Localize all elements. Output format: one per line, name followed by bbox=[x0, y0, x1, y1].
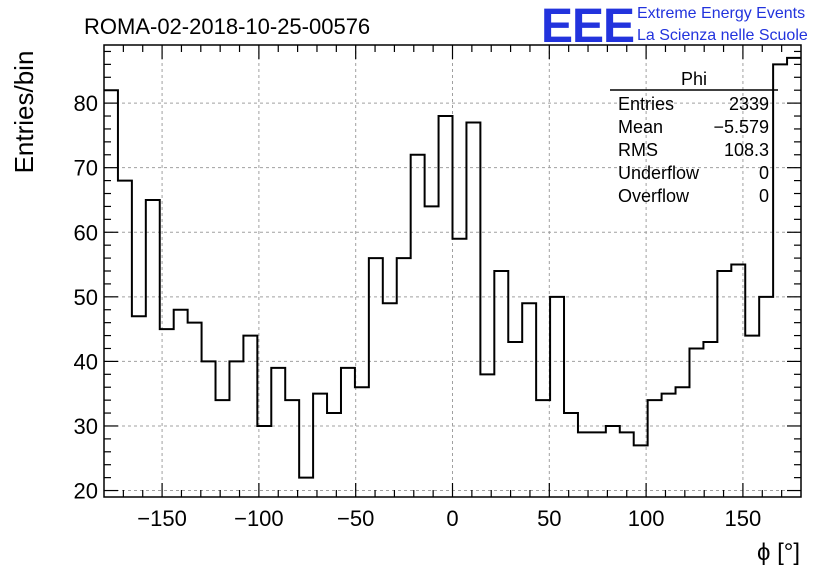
histogram-bin bbox=[104, 90, 118, 497]
histogram-bin bbox=[592, 432, 606, 497]
histogram-bin bbox=[188, 323, 202, 497]
x-tick-label: −50 bbox=[337, 506, 374, 531]
histogram-bin bbox=[564, 413, 578, 497]
x-axis-label: ϕ [°] bbox=[757, 539, 800, 566]
x-tick-label: 50 bbox=[537, 506, 561, 531]
histogram-bin bbox=[466, 122, 480, 497]
histogram-bin bbox=[508, 342, 522, 497]
y-tick-label: 50 bbox=[74, 285, 98, 310]
histogram-bin bbox=[773, 64, 787, 497]
histogram-bin bbox=[216, 400, 230, 497]
histogram-bin bbox=[703, 342, 717, 497]
x-tick-label: 0 bbox=[446, 506, 458, 531]
y-tick-label: 30 bbox=[74, 414, 98, 439]
histogram-bin bbox=[411, 155, 425, 497]
histogram-bin bbox=[536, 400, 550, 497]
histogram-bin bbox=[480, 374, 494, 497]
histogram-bin bbox=[243, 336, 257, 497]
y-tick-label: 70 bbox=[74, 156, 98, 181]
y-tick-label: 20 bbox=[74, 479, 98, 504]
stats-label: Entries bbox=[618, 94, 674, 114]
histogram-bin bbox=[759, 297, 773, 497]
y-tick-label: 40 bbox=[74, 349, 98, 374]
histogram-bin bbox=[606, 426, 620, 497]
logo-line-2: La Scienza nelle Scuole bbox=[637, 27, 808, 44]
histogram-bin bbox=[494, 271, 508, 497]
stats-value: −5.579 bbox=[713, 117, 769, 137]
stats-label: RMS bbox=[618, 140, 658, 160]
histogram-line bbox=[104, 56, 801, 479]
histogram-bin bbox=[717, 271, 731, 497]
histogram-bin bbox=[174, 310, 188, 497]
histogram-bin bbox=[341, 368, 355, 497]
histogram-bin bbox=[550, 297, 564, 497]
histogram-bin bbox=[662, 394, 676, 497]
histogram-bin bbox=[453, 239, 467, 497]
logo-mark: EEE bbox=[541, 0, 634, 53]
histogram-bin bbox=[118, 181, 132, 497]
stats-label: Overflow bbox=[618, 186, 690, 206]
histogram-bin bbox=[369, 258, 383, 497]
axes bbox=[103, 44, 802, 498]
histogram-bin bbox=[327, 413, 341, 497]
logo-line-1: Extreme Energy Events bbox=[637, 5, 805, 22]
stats-box: Phi Entries 2339 Mean −5.579 RMS 108.3 Underfl… bbox=[610, 69, 778, 206]
histogram-bin bbox=[731, 265, 745, 497]
stats-label: Mean bbox=[618, 117, 663, 137]
histogram-bin bbox=[229, 361, 243, 497]
x-tick-label: −150 bbox=[137, 506, 187, 531]
histogram-bin bbox=[578, 432, 592, 497]
histogram-bin bbox=[648, 400, 662, 497]
x-tick-label: 150 bbox=[725, 506, 762, 531]
histogram-bin bbox=[439, 116, 453, 497]
histogram-bin bbox=[271, 368, 285, 497]
stats-title: Phi bbox=[681, 69, 707, 89]
eee-logo: EEE Extreme Energy Events La Scienza nel… bbox=[541, 0, 808, 53]
histogram-bin bbox=[689, 348, 703, 497]
stats-value: 0 bbox=[759, 163, 769, 183]
histogram-bin bbox=[397, 258, 411, 497]
y-tick-label: 80 bbox=[74, 91, 98, 116]
stats-value: 0 bbox=[759, 186, 769, 206]
histogram-series bbox=[104, 56, 801, 497]
stats-value: 108.3 bbox=[724, 140, 769, 160]
histogram-bin bbox=[745, 336, 759, 497]
histogram-bin bbox=[383, 303, 397, 497]
stats-label: Underflow bbox=[618, 163, 700, 183]
histogram-bin bbox=[313, 394, 327, 497]
histogram-bin bbox=[355, 387, 369, 497]
y-tick-label: 60 bbox=[74, 220, 98, 245]
x-tick-label: −100 bbox=[234, 506, 284, 531]
histogram-bin bbox=[787, 58, 801, 497]
histogram-bin bbox=[160, 329, 174, 497]
histogram-bin bbox=[202, 361, 216, 497]
tick-labels: −150 −100 −50 0 50 100 150 20 30 40 50 60 70 80 bbox=[74, 91, 762, 531]
x-tick-label: 100 bbox=[628, 506, 665, 531]
histogram-bin bbox=[620, 432, 634, 497]
y-axis-label: Entries/bin bbox=[9, 51, 39, 174]
histogram-bin bbox=[285, 400, 299, 497]
histogram-bin bbox=[299, 478, 313, 497]
histogram-bin bbox=[132, 316, 146, 497]
histogram-bin bbox=[146, 200, 160, 497]
stats-value: 2339 bbox=[729, 94, 769, 114]
histogram-bin bbox=[425, 206, 439, 497]
histogram-bin bbox=[522, 303, 536, 497]
histogram-bin bbox=[676, 387, 690, 497]
chart-title: ROMA-02-2018-10-25-00576 bbox=[84, 14, 370, 39]
